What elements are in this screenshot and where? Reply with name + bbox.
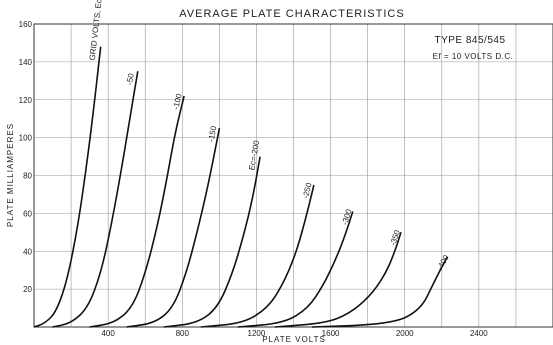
plate-curves xyxy=(33,46,449,328)
y-tick-labels: 20 40 60 80 100 120 140 160 xyxy=(19,20,33,294)
y-tick-label: 60 xyxy=(23,209,32,218)
curve-label: -150 xyxy=(206,125,218,143)
x-tick-labels: 400 800 1200 1600 2000 2400 xyxy=(101,329,488,338)
tube-type-annotation: TYPE 845/545 xyxy=(434,35,505,46)
grid xyxy=(34,24,553,327)
y-tick-label: 20 xyxy=(23,285,32,294)
x-tick-label: 800 xyxy=(176,329,190,338)
y-tick-label: 160 xyxy=(19,20,33,29)
y-tick-label: 80 xyxy=(23,172,32,181)
plate-curve xyxy=(200,184,315,328)
plate-curve xyxy=(163,156,261,328)
x-tick-label: 1600 xyxy=(322,329,340,338)
curve-label: GRID VOLTS, Ec=0 xyxy=(88,0,105,61)
curve-label: -400 xyxy=(435,253,451,272)
plate-curve xyxy=(33,46,102,328)
y-tick-label: 140 xyxy=(19,58,33,67)
y-tick-label: 40 xyxy=(23,247,32,256)
plate-curve xyxy=(52,71,139,328)
y-tick-label: 100 xyxy=(19,134,33,143)
curve-label: Ec=-200 xyxy=(247,139,261,171)
plate-curve xyxy=(311,256,449,328)
x-tick-label: 1200 xyxy=(248,329,266,338)
chart-title: AVERAGE PLATE CHARACTERISTICS xyxy=(179,8,404,20)
plate-curve xyxy=(126,128,221,328)
x-tick-label: 2000 xyxy=(396,329,414,338)
curve-label: -250 xyxy=(301,181,314,199)
x-axis-label: PLATE VOLTS xyxy=(262,335,326,344)
plot-frame xyxy=(33,23,553,328)
x-tick-label: 2400 xyxy=(470,329,488,338)
plate-curve xyxy=(274,232,402,328)
y-axis-label: PLATE MILLIAMPERES xyxy=(6,123,15,227)
curve-label: -100 xyxy=(171,92,184,110)
curve-label: -50 xyxy=(125,72,136,85)
x-tick-label: 400 xyxy=(101,329,115,338)
filament-voltage-annotation: Ef = 10 VOLTS D.C. xyxy=(433,52,514,61)
y-tick-label: 120 xyxy=(19,96,33,105)
plate-curve xyxy=(89,95,185,328)
plate-curve xyxy=(237,211,354,328)
curve-labels: GRID VOLTS, Ec=0-50-100-150Ec=-200-250-3… xyxy=(88,0,451,272)
